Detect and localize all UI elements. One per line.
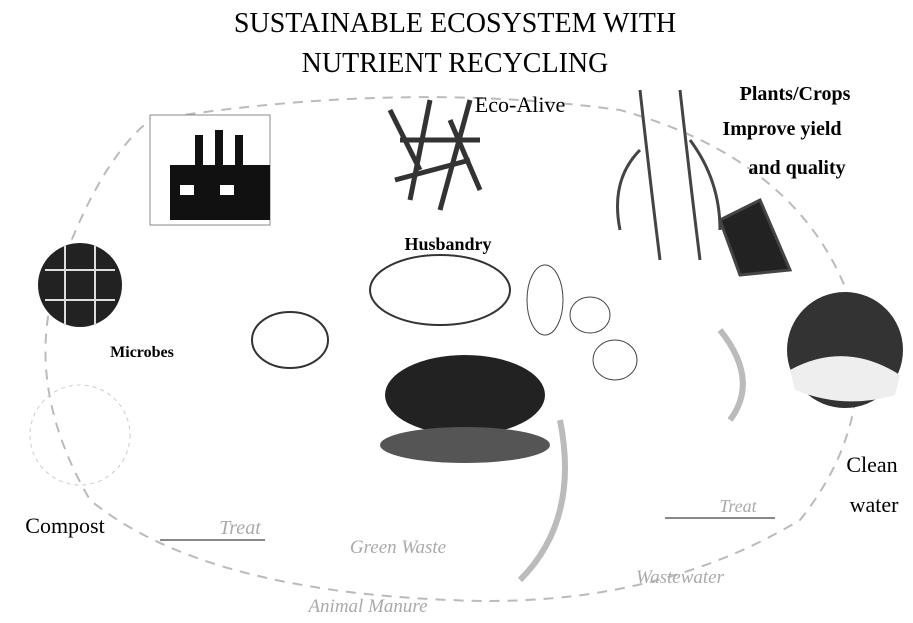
diagram: SUSTAINABLE ECOSYSTEM WITH NUTRIENT RECY… — [0, 0, 913, 623]
label: Green Waste — [350, 537, 446, 558]
arrow — [720, 330, 743, 420]
animals-icon — [252, 255, 637, 463]
label: Clean — [846, 452, 897, 477]
title: SUSTAINABLE ECOSYSTEM WITH — [234, 8, 676, 39]
label: Compost — [25, 513, 104, 538]
water-icon — [787, 292, 903, 408]
factory-icon — [150, 115, 270, 225]
label: Husbandry — [404, 234, 491, 254]
label: Microbes — [110, 344, 174, 361]
pellets-icon — [390, 100, 480, 210]
title: NUTRIENT RECYCLING — [302, 48, 609, 79]
label: Treat — [219, 517, 261, 539]
compost-icon — [30, 385, 130, 485]
label: Animal Manure — [306, 596, 427, 617]
label: Plants/Crops — [740, 83, 851, 105]
microbes-icon — [38, 243, 122, 327]
label: Eco-Alive — [475, 92, 565, 117]
label: Wastewater — [636, 567, 725, 588]
label: water — [850, 492, 900, 517]
label: Treat — [719, 496, 757, 516]
label: and quality — [748, 157, 845, 179]
label: Improve yield — [722, 118, 841, 140]
